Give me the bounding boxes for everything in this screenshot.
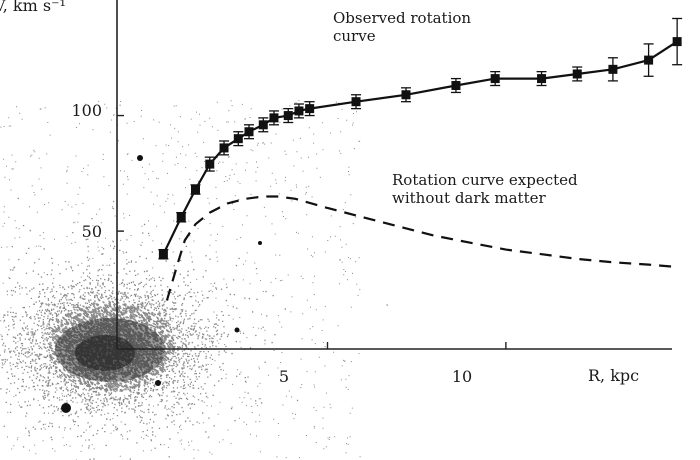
y-tick-label-50: 50 — [81, 222, 102, 241]
y-tick-label-100: 100 — [71, 101, 102, 120]
data-point-17 — [572, 69, 582, 79]
data-point-7 — [258, 120, 268, 130]
data-point-5 — [233, 134, 243, 144]
expected-annotation-line-1: Rotation curve expected — [392, 171, 578, 189]
data-point-0 — [158, 249, 168, 259]
data-point-4 — [219, 143, 229, 153]
data-point-18 — [608, 64, 618, 74]
galaxy-stars — [0, 100, 388, 460]
y-axis-label: V, km s⁻¹ — [0, 0, 66, 15]
galaxy-background-image — [0, 100, 388, 460]
data-point-16 — [537, 74, 547, 84]
data-point-9 — [283, 111, 293, 121]
bright-star-0 — [61, 403, 71, 413]
chart-axes — [116, 0, 672, 350]
observed-annotation-line-1: Observed rotation — [333, 9, 472, 27]
bright-star-1 — [137, 155, 143, 161]
x-tick-label-5: 5 — [278, 367, 290, 386]
data-point-12 — [351, 97, 361, 107]
expected-curve-line — [165, 195, 678, 301]
data-point-14 — [451, 81, 461, 91]
data-point-11 — [305, 104, 315, 114]
galaxy-nucleus — [75, 335, 135, 371]
expected-annotation-line-2: without dark matter — [392, 189, 546, 207]
observed-curve-line — [162, 40, 678, 255]
data-point-10 — [294, 106, 304, 116]
expected-curve-series — [165, 195, 678, 301]
observed-annotation-line-2: curve — [333, 27, 376, 45]
data-point-1 — [176, 212, 186, 222]
data-point-19 — [644, 55, 654, 65]
data-point-3 — [205, 159, 215, 169]
data-point-13 — [401, 90, 411, 100]
expected-curve-annotation: Rotation curve expected without dark mat… — [392, 171, 578, 207]
observed-curve-annotation: Observed rotation curve — [333, 9, 471, 45]
bright-star-3 — [155, 380, 161, 386]
bright-star-2 — [234, 327, 240, 333]
data-point-6 — [244, 127, 254, 137]
data-point-2 — [190, 185, 200, 195]
x-axis-label: R, kpc — [588, 366, 640, 385]
x-tick-label-10: 10 — [451, 367, 473, 386]
data-point-15 — [490, 74, 500, 84]
data-point-8 — [269, 113, 279, 123]
bright-star-4 — [258, 241, 262, 245]
observed-curve-series — [158, 17, 683, 260]
data-point-20 — [672, 37, 682, 47]
